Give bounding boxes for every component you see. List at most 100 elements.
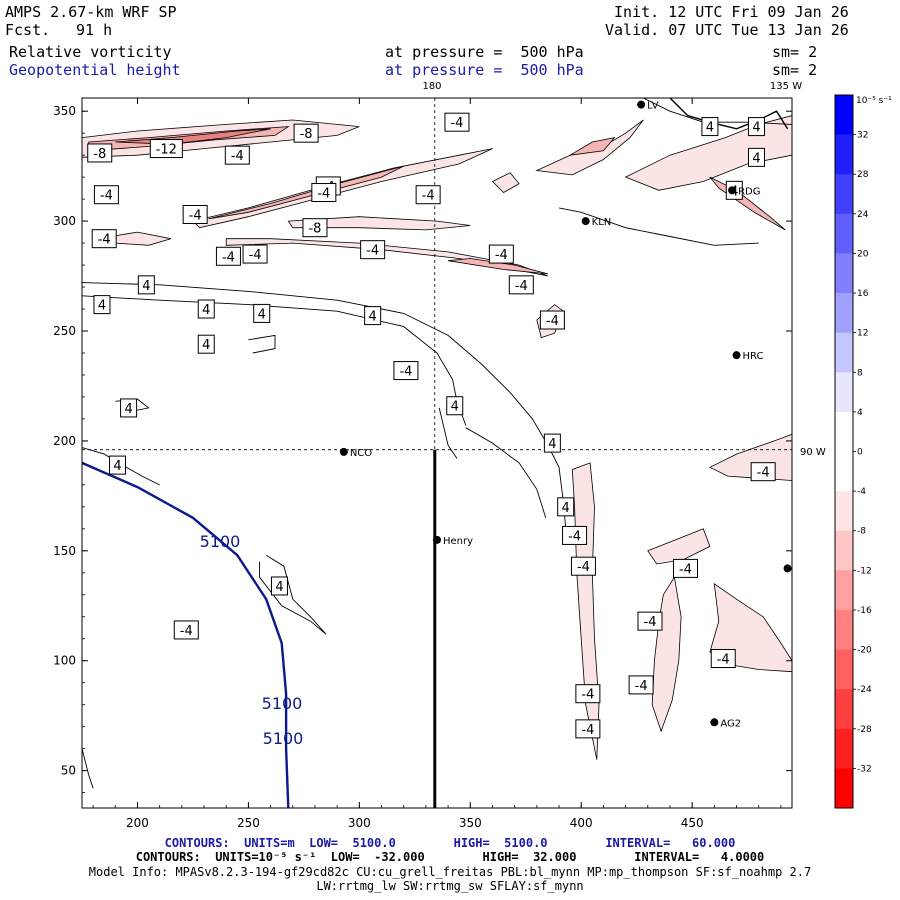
contour-label: 4: [254, 304, 270, 322]
station-label: KLN: [592, 217, 612, 228]
x-tick-label: 350: [459, 816, 482, 830]
x-tick-label: 300: [348, 816, 371, 830]
y-tick-label: 300: [53, 214, 76, 228]
contour-label-text: -4: [515, 279, 528, 294]
vort-contour-pos-11: [559, 208, 759, 245]
contour-label-text: -4: [180, 624, 193, 639]
contour-label-text: -4: [249, 248, 262, 263]
contour-label: -4: [571, 557, 595, 575]
contour-label: -4: [92, 230, 116, 248]
vort-contour-pos-7: [466, 428, 546, 518]
contour-label: 4: [94, 296, 110, 314]
station-marker: [340, 448, 348, 456]
contour-label-text: 4: [706, 121, 714, 136]
station-label: NCO: [350, 448, 372, 459]
contour-label-text: -4: [399, 365, 412, 380]
contour-label: -8: [294, 124, 318, 142]
contour-label-text: -8: [308, 222, 321, 237]
contour-label: -4: [361, 241, 385, 259]
contour-label: 4: [749, 118, 765, 136]
x-tick-label: 250: [237, 816, 260, 830]
contour-label: -4: [94, 186, 118, 204]
height-contour-label: 5100: [263, 729, 304, 748]
colorbar-segment: [835, 253, 853, 293]
colorbar-segment: [835, 95, 853, 135]
y-tick-label: 150: [53, 544, 76, 558]
station-marker: [433, 536, 441, 544]
footer-model-info: Model Info: MPASv8.2.3-194-gf29cd82c CU:…: [0, 865, 900, 879]
colorbar-segment: [835, 293, 853, 333]
contour-label-text: 4: [113, 459, 121, 474]
vort-contour-pos-3: [248, 335, 275, 353]
contour-label: -4: [243, 245, 267, 263]
colorbar-label: 20: [857, 249, 869, 259]
footer-vorticity-contours: CONTOURS: UNITS=10⁻⁵ s⁻¹ LOW= -32.000 HI…: [0, 850, 900, 864]
contour-label: -4: [674, 559, 698, 577]
station-label: LV: [647, 101, 658, 112]
plot-area: -8 -12 -8 -4 -4 -4 -4 -4 -4 -4 -8 -4 -4 -4 -4 -4 4 -4 4 4 4 4…: [82, 98, 792, 808]
x-tick-label: 450: [681, 816, 704, 830]
vort-contour-pos-9: [439, 408, 457, 459]
contour-label-text: -4: [635, 679, 648, 694]
contour-label-text: -4: [717, 653, 730, 668]
contour-label: -4: [563, 526, 587, 544]
contour-label: -4: [216, 247, 240, 265]
contour-label: -4: [225, 146, 249, 164]
height-contour-label: 5100: [200, 532, 241, 551]
contour-label-text: 4: [202, 338, 210, 353]
contour-label-text: -4: [450, 116, 463, 131]
vort-contour-pos-6: [260, 555, 327, 634]
contour-label: -4: [711, 650, 735, 668]
station-label: RDG: [738, 186, 760, 197]
colorbar-segment: [835, 174, 853, 214]
contour-label-text: -4: [231, 149, 244, 164]
contour-label-text: -4: [317, 187, 330, 202]
station-marker: [637, 101, 645, 109]
contour-label: 4: [110, 456, 126, 474]
contour-label-text: 4: [142, 279, 150, 294]
contour-label: 4: [138, 276, 154, 294]
contour-label-text: -4: [581, 723, 594, 738]
colorbar-segment: [835, 531, 853, 571]
colorbar-label: 24: [857, 210, 869, 220]
colorbar-segment: [835, 372, 853, 412]
contour-label-text: -4: [568, 529, 581, 544]
colorbar-label: -28: [857, 725, 872, 735]
colorbar-label: 16: [857, 289, 869, 299]
contour-label-text: 4: [562, 501, 570, 516]
station-marker: [733, 351, 741, 359]
contour-label-text: 4: [752, 151, 760, 166]
meridian-label: 135 W: [770, 81, 802, 92]
contour-label: -4: [183, 206, 207, 224]
contour-label-text: -8: [93, 147, 106, 162]
vort-band-south: [572, 463, 599, 760]
contour-label: -4: [751, 463, 775, 481]
station-marker: [784, 564, 792, 572]
station-label: AG2: [720, 718, 741, 729]
contour-label-text: 4: [451, 400, 459, 415]
vort-contour-pos-8: [82, 749, 93, 789]
colorbar-segment: [835, 689, 853, 729]
contour-label-text: 4: [124, 402, 132, 417]
vort-contour-pos-1: [82, 283, 566, 529]
contour-label-text: -4: [495, 248, 508, 263]
contour-label-text: -4: [366, 244, 379, 259]
footer-height-contours: CONTOURS: UNITS=m LOW= 5100.0 HIGH= 5100…: [0, 836, 900, 850]
contour-label: 4: [198, 300, 214, 318]
contour-label-text: -4: [189, 209, 202, 224]
contour-label: -4: [489, 245, 513, 263]
contour-label: -4: [576, 720, 600, 738]
colorbar-segment: [835, 214, 853, 254]
colorbar-label: -20: [857, 646, 872, 656]
colorbar-segment: [835, 768, 853, 808]
contour-label-text: 4: [752, 121, 760, 136]
colorbar-label: -32: [857, 764, 872, 774]
contour-label-text: -4: [577, 560, 590, 575]
colorbar-label: -12: [857, 566, 872, 576]
station-label: HRC: [743, 351, 764, 362]
contour-label-text: -4: [98, 233, 111, 248]
meridian-label: 180: [422, 81, 441, 92]
contour-label: 4: [447, 397, 463, 415]
contour-label: 4: [121, 399, 137, 417]
